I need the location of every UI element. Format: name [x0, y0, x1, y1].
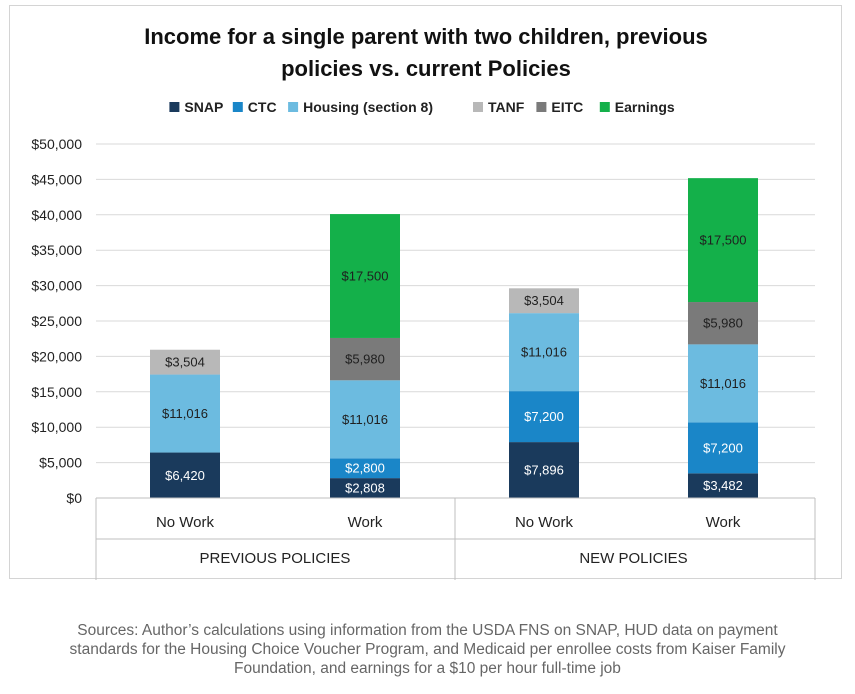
y-tick-label: $50,000 — [31, 136, 82, 152]
y-tick-label: $5,000 — [39, 455, 82, 471]
data-label: $6,420 — [165, 468, 205, 483]
data-label: $11,016 — [700, 376, 746, 391]
bar-segment — [688, 473, 758, 498]
legend-label: CTC — [248, 99, 277, 115]
x-group-label: PREVIOUS POLICIES — [200, 550, 351, 567]
data-label: $7,200 — [703, 440, 743, 455]
legend-label: SNAP — [184, 99, 223, 115]
legend-swatch — [232, 102, 243, 112]
legend-swatch — [473, 102, 483, 112]
data-label: $11,016 — [521, 345, 567, 360]
y-tick-label: $0 — [66, 490, 82, 506]
chart-legend: SNAP CTC Housing (section 8) TANF EITC Earnin… — [169, 99, 675, 115]
data-label: $11,016 — [162, 406, 208, 421]
legend-swatch — [288, 102, 299, 112]
data-label: $2,800 — [345, 461, 385, 476]
legend-item: Housing (section 8) — [288, 99, 433, 115]
legend-item: CTC — [232, 99, 277, 115]
y-tick-label: $20,000 — [31, 348, 82, 364]
legend-swatch — [599, 102, 610, 112]
stacked-bar-chart: Income for a single parent with two chil… — [31, 24, 816, 580]
x-category-label: Work — [706, 514, 741, 531]
y-tick-label: $40,000 — [31, 207, 82, 223]
y-tick-label: $45,000 — [31, 171, 82, 187]
legend-label: Earnings — [615, 99, 675, 115]
source-note-line: Sources: Author’s calculations using inf… — [77, 622, 778, 639]
bar-stack: $2,808 $2,800 $11,016 $5,980 $17,500 — [330, 214, 400, 498]
chart-title: Income for a single parent with two chil… — [144, 24, 708, 81]
legend-item: SNAP — [169, 99, 223, 115]
data-label: $17,500 — [700, 233, 747, 248]
chart-title-line: policies vs. current Policies — [281, 56, 571, 81]
bar-segment — [509, 288, 579, 314]
data-label: $2,808 — [345, 481, 385, 496]
data-label: $17,500 — [342, 269, 389, 284]
legend-label: EITC — [551, 99, 583, 115]
data-label: $5,980 — [345, 352, 385, 367]
x-category-label: No Work — [156, 514, 215, 531]
bar-segment — [330, 214, 400, 338]
source-note: Sources: Author’s calculations using inf… — [0, 621, 855, 678]
legend-item: EITC — [536, 99, 583, 115]
bar-segment — [150, 374, 220, 453]
y-axis-ticks: $0 $5,000 $10,000 $15,000 $20,000 $25,000 $30,… — [31, 136, 82, 506]
y-tick-label: $35,000 — [31, 242, 82, 258]
bar-segment — [330, 337, 400, 381]
legend-item: Earnings — [599, 99, 675, 115]
legend-swatch — [536, 102, 547, 112]
legend-label: TANF — [488, 99, 525, 115]
bar-segment — [330, 478, 400, 498]
legend-swatch — [169, 102, 180, 112]
legend-item: TANF — [473, 99, 525, 115]
bar-segment — [688, 302, 758, 345]
y-tick-label: $10,000 — [31, 419, 82, 435]
bar-stack: $6,420 $11,016 $3,504 — [150, 349, 220, 498]
bar-segment — [150, 452, 220, 498]
bar-segment — [509, 442, 579, 498]
bar-stack: $3,482 $7,200 $11,016 $5,980 $17,500 — [688, 178, 758, 498]
bars: $6,420 $11,016 $3,504 $2,808 $2,800 $11,016 $5… — [150, 178, 758, 498]
bar-segment — [509, 391, 579, 443]
chart-title-line: Income for a single parent with two chil… — [144, 24, 708, 49]
data-label: $11,016 — [342, 412, 388, 427]
y-tick-label: $25,000 — [31, 313, 82, 329]
bar-segment — [150, 349, 220, 375]
data-label: $7,200 — [524, 409, 564, 424]
bar-segment — [330, 380, 400, 459]
data-label: $5,980 — [703, 316, 743, 331]
x-category-label: No Work — [515, 514, 574, 531]
y-tick-label: $30,000 — [31, 278, 82, 294]
source-note-line: Foundation, and earnings for a $10 per h… — [234, 660, 621, 677]
bar-segment — [688, 344, 758, 423]
bar-segment — [688, 422, 758, 474]
y-tick-label: $15,000 — [31, 384, 82, 400]
x-axis: No Work Work No Work Work PREVIOUS POLICIES N… — [95, 497, 816, 580]
bar-segment — [509, 313, 579, 392]
bar-stack: $7,896 $7,200 $11,016 $3,504 — [509, 288, 579, 498]
x-category-label: Work — [348, 514, 383, 531]
data-label: $3,504 — [524, 293, 564, 308]
bar-segment — [688, 178, 758, 303]
bar-segment — [330, 458, 400, 479]
chart-frame: Income for a single parent with two chil… — [9, 5, 842, 580]
data-label: $3,504 — [165, 355, 205, 370]
x-group-label: NEW POLICIES — [579, 550, 687, 567]
data-label: $3,482 — [703, 478, 743, 493]
legend-label: Housing (section 8) — [303, 99, 433, 115]
source-note-line: standards for the Housing Choice Voucher… — [69, 641, 786, 658]
data-label: $7,896 — [524, 463, 564, 478]
